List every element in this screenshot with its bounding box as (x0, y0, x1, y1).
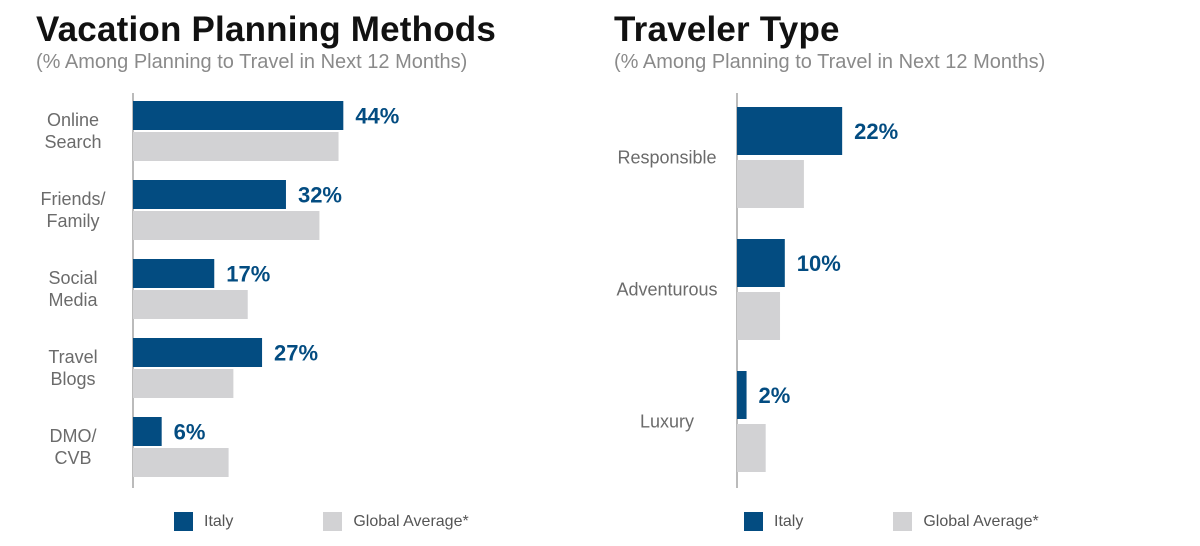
category-label: Online Search (44, 110, 101, 152)
chart-legend: Italy Global Average* (174, 512, 469, 531)
bar-italy (737, 239, 785, 287)
bar-global (133, 132, 339, 161)
legend-swatch-global (323, 512, 343, 531)
legend-item-italy: Italy (174, 512, 233, 531)
data-label: 32% (298, 183, 342, 208)
category-label: Travel Blogs (48, 347, 97, 389)
data-label: 17% (226, 262, 270, 287)
data-label: 22% (854, 119, 898, 144)
bar-global (133, 369, 234, 398)
chart-subtitle: (% Among Planning to Travel in Next 12 M… (36, 51, 468, 73)
category-label: Adventurous (616, 280, 717, 300)
bar-global (737, 424, 766, 472)
legend-item-global: Global Average* (323, 512, 469, 531)
chart-title: Vacation Planning Methods (36, 10, 497, 49)
traveler-type-chart: 22% Responsible 10% Adventurous 2% Luxury (616, 93, 898, 488)
bar-global (133, 448, 229, 477)
vacation-planning-panel: Vacation Planning Methods (% Among Plann… (0, 0, 590, 546)
data-label: 6% (174, 420, 206, 445)
bar-italy (737, 107, 843, 155)
bar-italy (133, 259, 215, 288)
traveler-type-panel: Traveler Type (% Among Planning to Trave… (590, 0, 1200, 546)
category-label: Responsible (617, 148, 716, 168)
chart-legend: Italy Global Average* (744, 512, 1039, 531)
bar-global (737, 292, 781, 340)
legend-label-global: Global Average* (353, 512, 469, 530)
bar-italy (737, 371, 747, 419)
bar-global (133, 290, 248, 319)
bar-italy (133, 180, 286, 209)
bar-global (133, 211, 320, 240)
data-label: 2% (759, 383, 791, 408)
legend-swatch-global (893, 512, 913, 531)
category-label: DMO/CVB (50, 426, 97, 468)
chart-subtitle: (% Among Planning to Travel in Next 12 M… (614, 51, 1046, 73)
category-label: Luxury (640, 412, 694, 432)
bar-global (737, 160, 804, 208)
category-label: Social Media (48, 268, 98, 310)
legend-label-italy: Italy (774, 512, 804, 530)
legend-label-global: Global Average* (923, 512, 1039, 530)
data-label: 44% (355, 104, 399, 129)
chart-title: Traveler Type (614, 10, 840, 49)
legend-item-global: Global Average* (893, 512, 1039, 531)
bar-italy (133, 338, 263, 367)
legend-swatch-italy (744, 512, 763, 531)
data-label: 27% (274, 341, 318, 366)
vacation-planning-chart: 44% Online Search 32% Friends/Family 17% Socia… (40, 93, 399, 488)
bar-italy (133, 417, 162, 446)
bar-italy (133, 101, 344, 130)
data-label: 10% (797, 251, 841, 276)
legend-item-italy: Italy (744, 512, 803, 531)
legend-swatch-italy (174, 512, 193, 531)
legend-label-italy: Italy (204, 512, 234, 530)
category-label: Friends/Family (40, 189, 105, 231)
